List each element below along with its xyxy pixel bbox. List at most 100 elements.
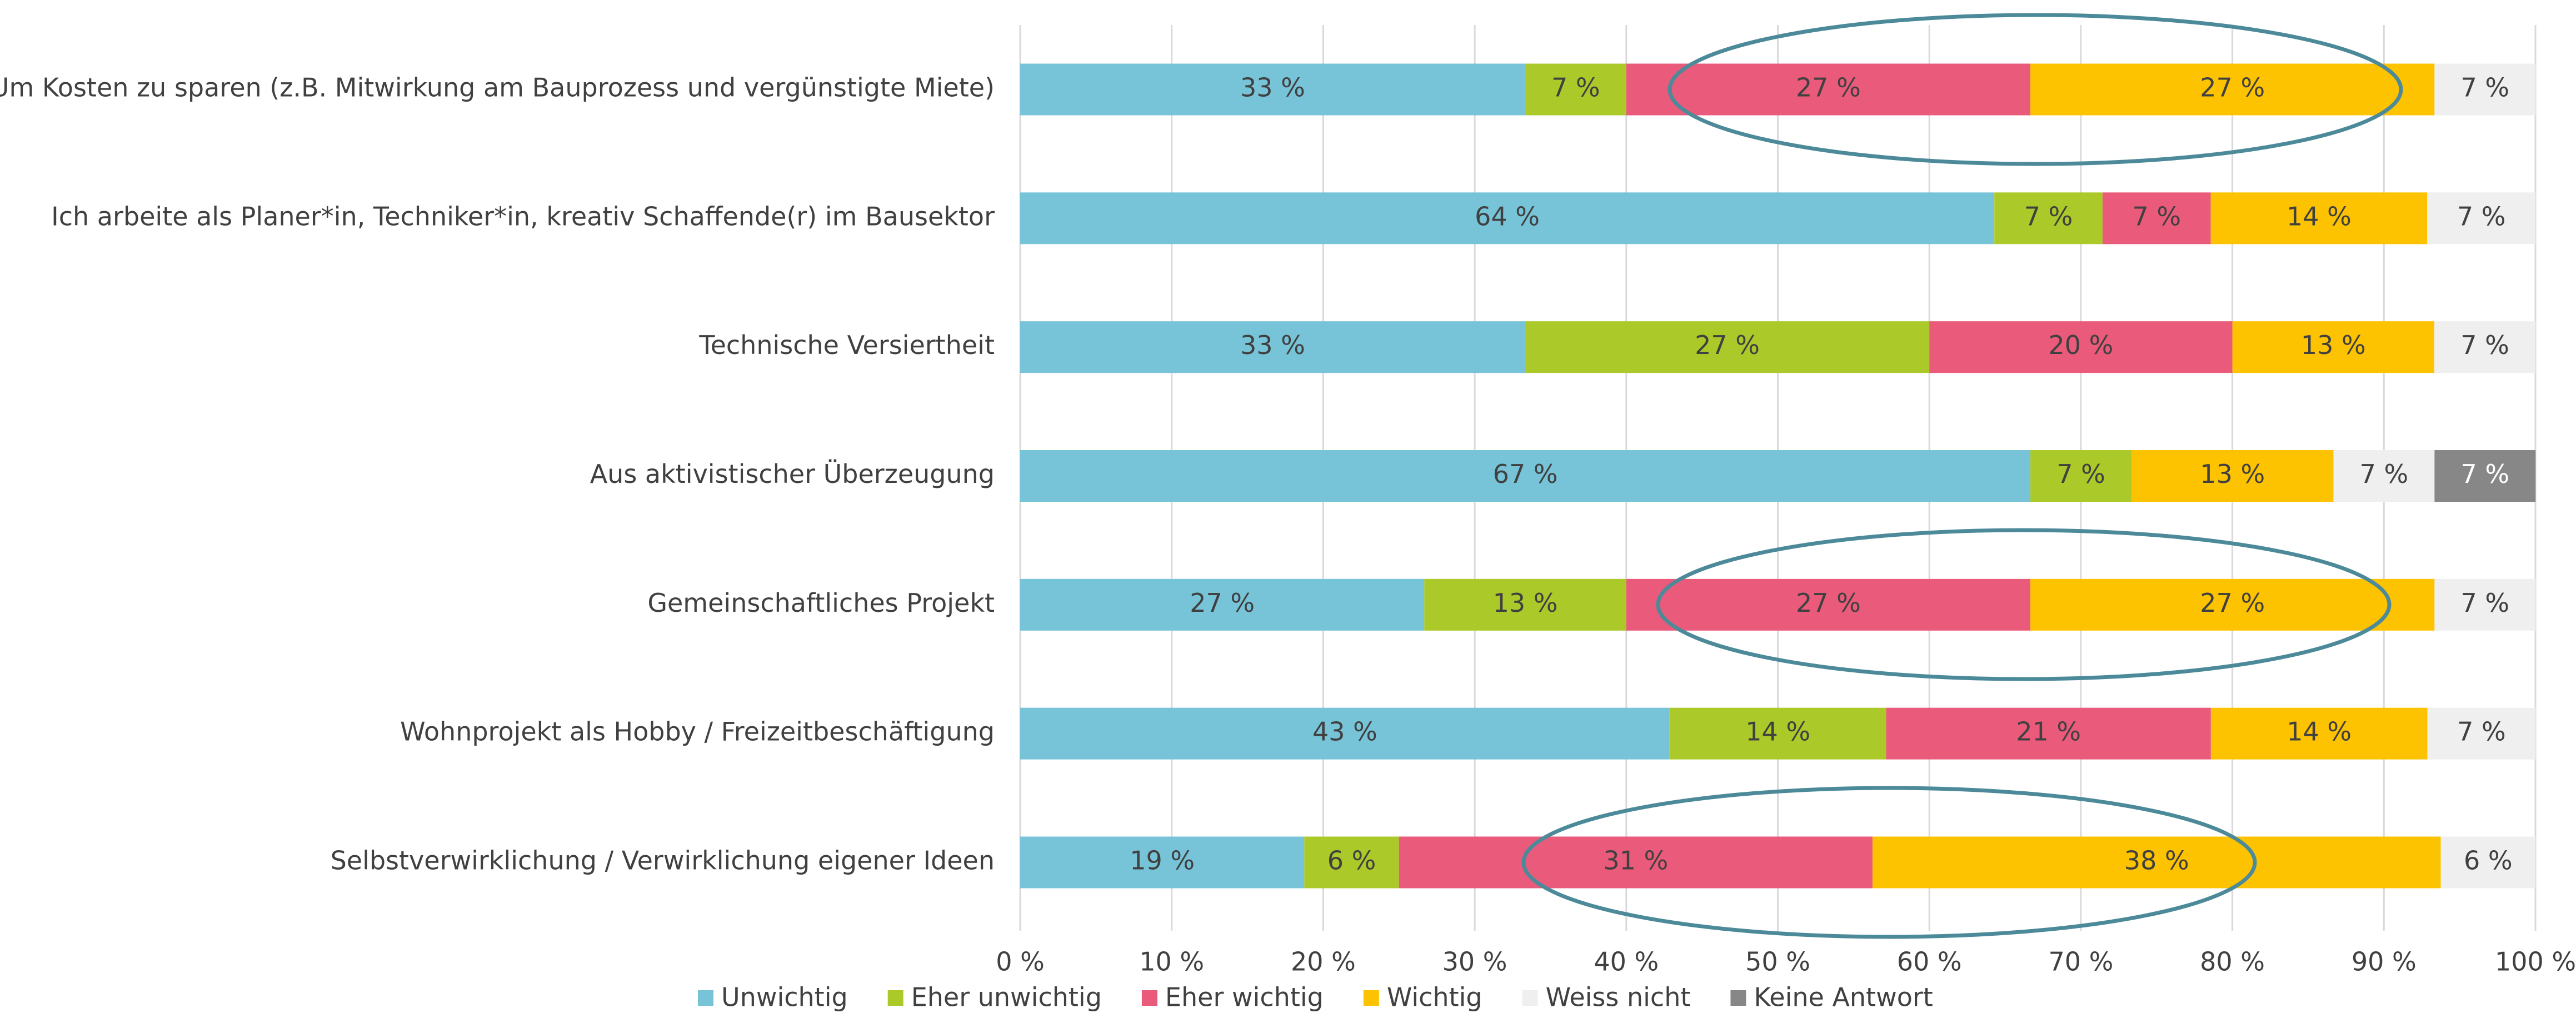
data-label: 7 % [1551,73,1600,103]
data-label: 7 % [2024,201,2073,231]
x-tick-label: 30 % [1442,947,1507,977]
bar-segment [1525,63,1626,116]
data-label: 33 % [1240,73,1305,103]
category-label: Gemeinschaftliches Projekt [647,588,995,618]
legend-label: Wichtig [1387,982,1482,1012]
data-label: 7 % [2461,588,2510,618]
bar-segment [1304,836,1399,889]
data-label: 27 % [2200,73,2265,103]
data-label: 64 % [1475,201,1540,231]
data-label: 27 % [1190,588,1255,618]
legend-swatch [1730,990,1746,1006]
x-tick-label: 40 % [1594,947,1659,977]
bar-segment [1929,321,2233,373]
data-label: 21 % [2016,717,2081,747]
category-label: Aus aktivistischer Überzeugung [590,459,995,489]
data-label: 6 % [2464,846,2513,876]
data-label: 27 % [1695,330,1760,360]
data-label: 7 % [2461,73,2510,103]
data-label: 7 % [2460,330,2509,360]
bar-segment [2210,707,2428,760]
bar-segment [1994,192,2103,244]
legend-swatch [1522,990,1538,1006]
data-label: 27 % [1796,588,1861,618]
highlight-ellipse [1668,13,2403,166]
bar-segment [2030,578,2435,631]
bar-segment [1886,707,2211,760]
legend-swatch [1363,990,1379,1006]
bar-segment [1020,192,1995,244]
legend-label: Eher wichtig [1165,982,1324,1012]
data-label: 33 % [1240,330,1305,360]
bar-segment [2434,63,2536,116]
bar-segment [1020,578,1425,631]
legend-swatch [698,990,713,1006]
x-tick-label: 60 % [1897,947,1962,977]
data-label: 13 % [2301,330,2366,360]
legend-label: Eher unwichtig [911,982,1102,1012]
bar-segment [2131,450,2334,502]
category-label: Wohnprojekt als Hobby / Freizeitbeschäft… [400,717,995,747]
x-tick-label: 90 % [2352,947,2417,977]
legend-swatch [887,990,903,1006]
bar-segment [2434,450,2536,502]
bar-segment [1399,836,1873,889]
x-tick-label: 50 % [1745,947,1810,977]
bar-segment [2440,836,2535,889]
x-tick-label: 80 % [2200,947,2265,977]
bar-segment [1020,836,1305,889]
legend-label: Unwichtig [721,982,848,1012]
category-label: Um Kosten zu sparen (z.B. Mitwirkung am … [0,73,995,103]
data-label: 38 % [2124,846,2189,876]
data-label: 7 % [2132,201,2181,231]
data-label: 19 % [1130,846,1195,876]
bar-segment [1669,707,1886,760]
bar-segment [2427,192,2535,244]
x-tick-label: 0 % [996,947,1045,977]
data-label: 7 % [2461,459,2510,489]
bar-segment [2210,192,2428,244]
data-label: 7 % [2360,459,2409,489]
data-label: 14 % [1745,717,1810,747]
data-label: 31 % [1603,846,1668,876]
data-label: 7 % [2457,717,2506,747]
bar-segment [1020,63,1525,116]
data-label: 7 % [2056,459,2105,489]
bar-segment [1020,321,1525,373]
legend-label: Keine Antwort [1754,982,1933,1012]
bar-segment [1020,450,2031,502]
data-label: 43 % [1312,717,1377,747]
x-tick-label: 20 % [1291,947,1356,977]
category-label: Ich arbeite als Planer*in, Techniker*in,… [51,201,995,231]
data-label: 27 % [1796,73,1861,103]
bar-segment [1424,578,1626,631]
data-label: 6 % [1327,846,1376,876]
bar-segment [2102,192,2211,244]
bar-segment [1525,321,1930,373]
bar-segment [2232,321,2435,373]
bar-segment [2030,450,2131,502]
bar-segment [2333,450,2435,502]
x-tick-label: 70 % [2048,947,2113,977]
bar-segment [2434,321,2535,373]
bar-segment [1626,578,2031,631]
bar-segment [2030,63,2435,116]
category-label: Technische Versiertheit [698,330,995,360]
data-label: 7 % [2457,201,2506,231]
x-tick-label: 100 % [2495,947,2576,977]
data-label: 20 % [2048,330,2113,360]
bar-segment [1872,836,2441,889]
data-label: 67 % [1493,459,1558,489]
bar-segment [2427,707,2536,760]
data-label: 13 % [2200,459,2265,489]
bar-segment [1626,63,2031,116]
highlight-ellipse [1656,528,2392,681]
data-label: 14 % [2287,717,2352,747]
data-label: 27 % [2200,588,2265,618]
data-label: 14 % [2287,201,2352,231]
category-label: Selbstverwirklichung / Verwirklichung ei… [331,846,995,876]
x-tick-label: 10 % [1139,947,1204,977]
highlight-ellipse [1521,786,2257,939]
legend-swatch [1141,990,1157,1006]
